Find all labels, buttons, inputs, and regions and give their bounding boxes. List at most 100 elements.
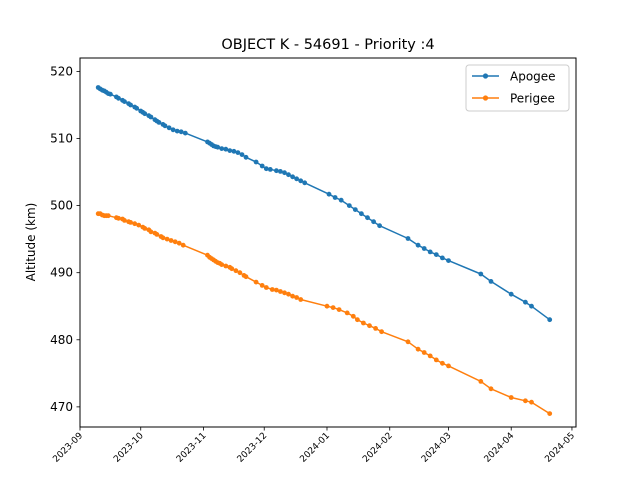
perigee-point [105,213,111,219]
perigee-point [523,398,528,404]
apogee-point [122,99,127,104]
apogee-point [267,167,273,172]
series-apogee [95,85,553,323]
apogee-point [433,252,439,257]
perigee-point [142,226,148,231]
perigee-point [278,289,283,294]
perigee-point [529,399,534,405]
x-tick-label: 2024-05 [543,431,577,465]
apogee-point [108,91,113,97]
series-layer [95,85,553,416]
apogee-point [162,123,168,129]
perigee-point [294,295,299,300]
y-tick-label: 480 [50,333,73,347]
perigee-point [253,279,259,285]
apogee-point [508,291,514,297]
apogee-point [227,148,233,154]
x-tick-label: 2023-11 [175,431,209,465]
perigee-point [122,218,127,223]
apogee-point [290,174,295,180]
perigee-point [405,339,411,345]
apogee-point [170,127,176,133]
legend-item-apogee: Apogee [472,70,556,84]
perigee-point [336,307,342,312]
perigee-point [290,293,295,299]
apogee-point [253,159,259,165]
apogee-point [148,114,154,120]
apogee-point [243,154,249,160]
apogee-point [274,168,279,174]
apogee-point [263,166,269,172]
series-perigee [95,211,553,416]
y-tick-label: 490 [50,266,73,280]
x-tick-label: 2023-12 [236,431,270,465]
apogee-point [371,219,376,225]
perigee-point [132,221,138,227]
apogee-point [377,223,382,229]
apogee-point [134,105,140,111]
apogee-point [294,176,299,182]
apogee-point [219,146,225,152]
x-tick-label: 2023-09 [51,431,85,465]
perigee-point [243,274,249,280]
perigee-point [478,379,484,384]
perigee-point [373,326,378,331]
perigee-point [415,346,421,352]
perigee-point [128,220,134,225]
apogee-point [523,299,528,305]
apogee-point [142,111,148,117]
perigee-point [263,285,269,290]
perigee-point [488,386,494,392]
legend-perigee-marker [482,95,489,101]
x-tick-label: 2024-04 [483,431,517,465]
apogee-point [182,130,188,136]
apogee-point [278,169,283,174]
apogee-point [282,170,287,176]
apogee-point [478,271,484,277]
plot-frame [79,57,577,428]
x-tick-label: 2024-02 [361,431,395,465]
apogee-point [405,236,411,241]
apogee-point [346,203,352,209]
perigee-point [446,363,451,369]
x-tick-label: 2024-03 [420,431,454,465]
apogee-point [359,211,364,217]
apogee-point [235,150,241,156]
apogee-point [128,102,134,108]
x-tick-label: 2024-01 [298,431,332,465]
apogee-point [352,207,358,213]
perigee-point [154,232,160,237]
apogee-point [259,163,265,169]
perigee-point [350,313,356,319]
apogee-point [174,128,180,134]
perigee-point [172,239,178,245]
perigee-point [508,395,514,400]
apogee-point [421,246,427,251]
legend-perigee-label: Perigee [510,92,555,106]
apogee-point [286,172,291,178]
perigee-point [233,268,239,274]
perigee-point [176,240,182,246]
y-tick-label: 510 [50,132,73,146]
apogee-point [415,242,421,248]
apogee-point [239,152,245,158]
apogee-point [298,178,304,184]
perigee-point [274,287,279,293]
perigee-point [324,303,330,309]
perigee-point [237,270,243,276]
y-axis: 470 480 490 500 510 520 [50,64,80,414]
perigee-point [160,235,166,241]
apogee-point [116,95,121,101]
perigee-point [136,222,142,228]
apogee-point [365,215,370,221]
apogee-point [332,195,338,200]
perigee-point [427,353,433,359]
apogee-point [547,317,553,323]
y-axis-label: Altitude (km) [24,203,38,282]
perigee-point [164,236,170,242]
perigee-point [180,242,186,248]
y-tick-label: 500 [50,199,73,213]
perigee-point [269,287,275,292]
apogee-point [529,303,534,309]
